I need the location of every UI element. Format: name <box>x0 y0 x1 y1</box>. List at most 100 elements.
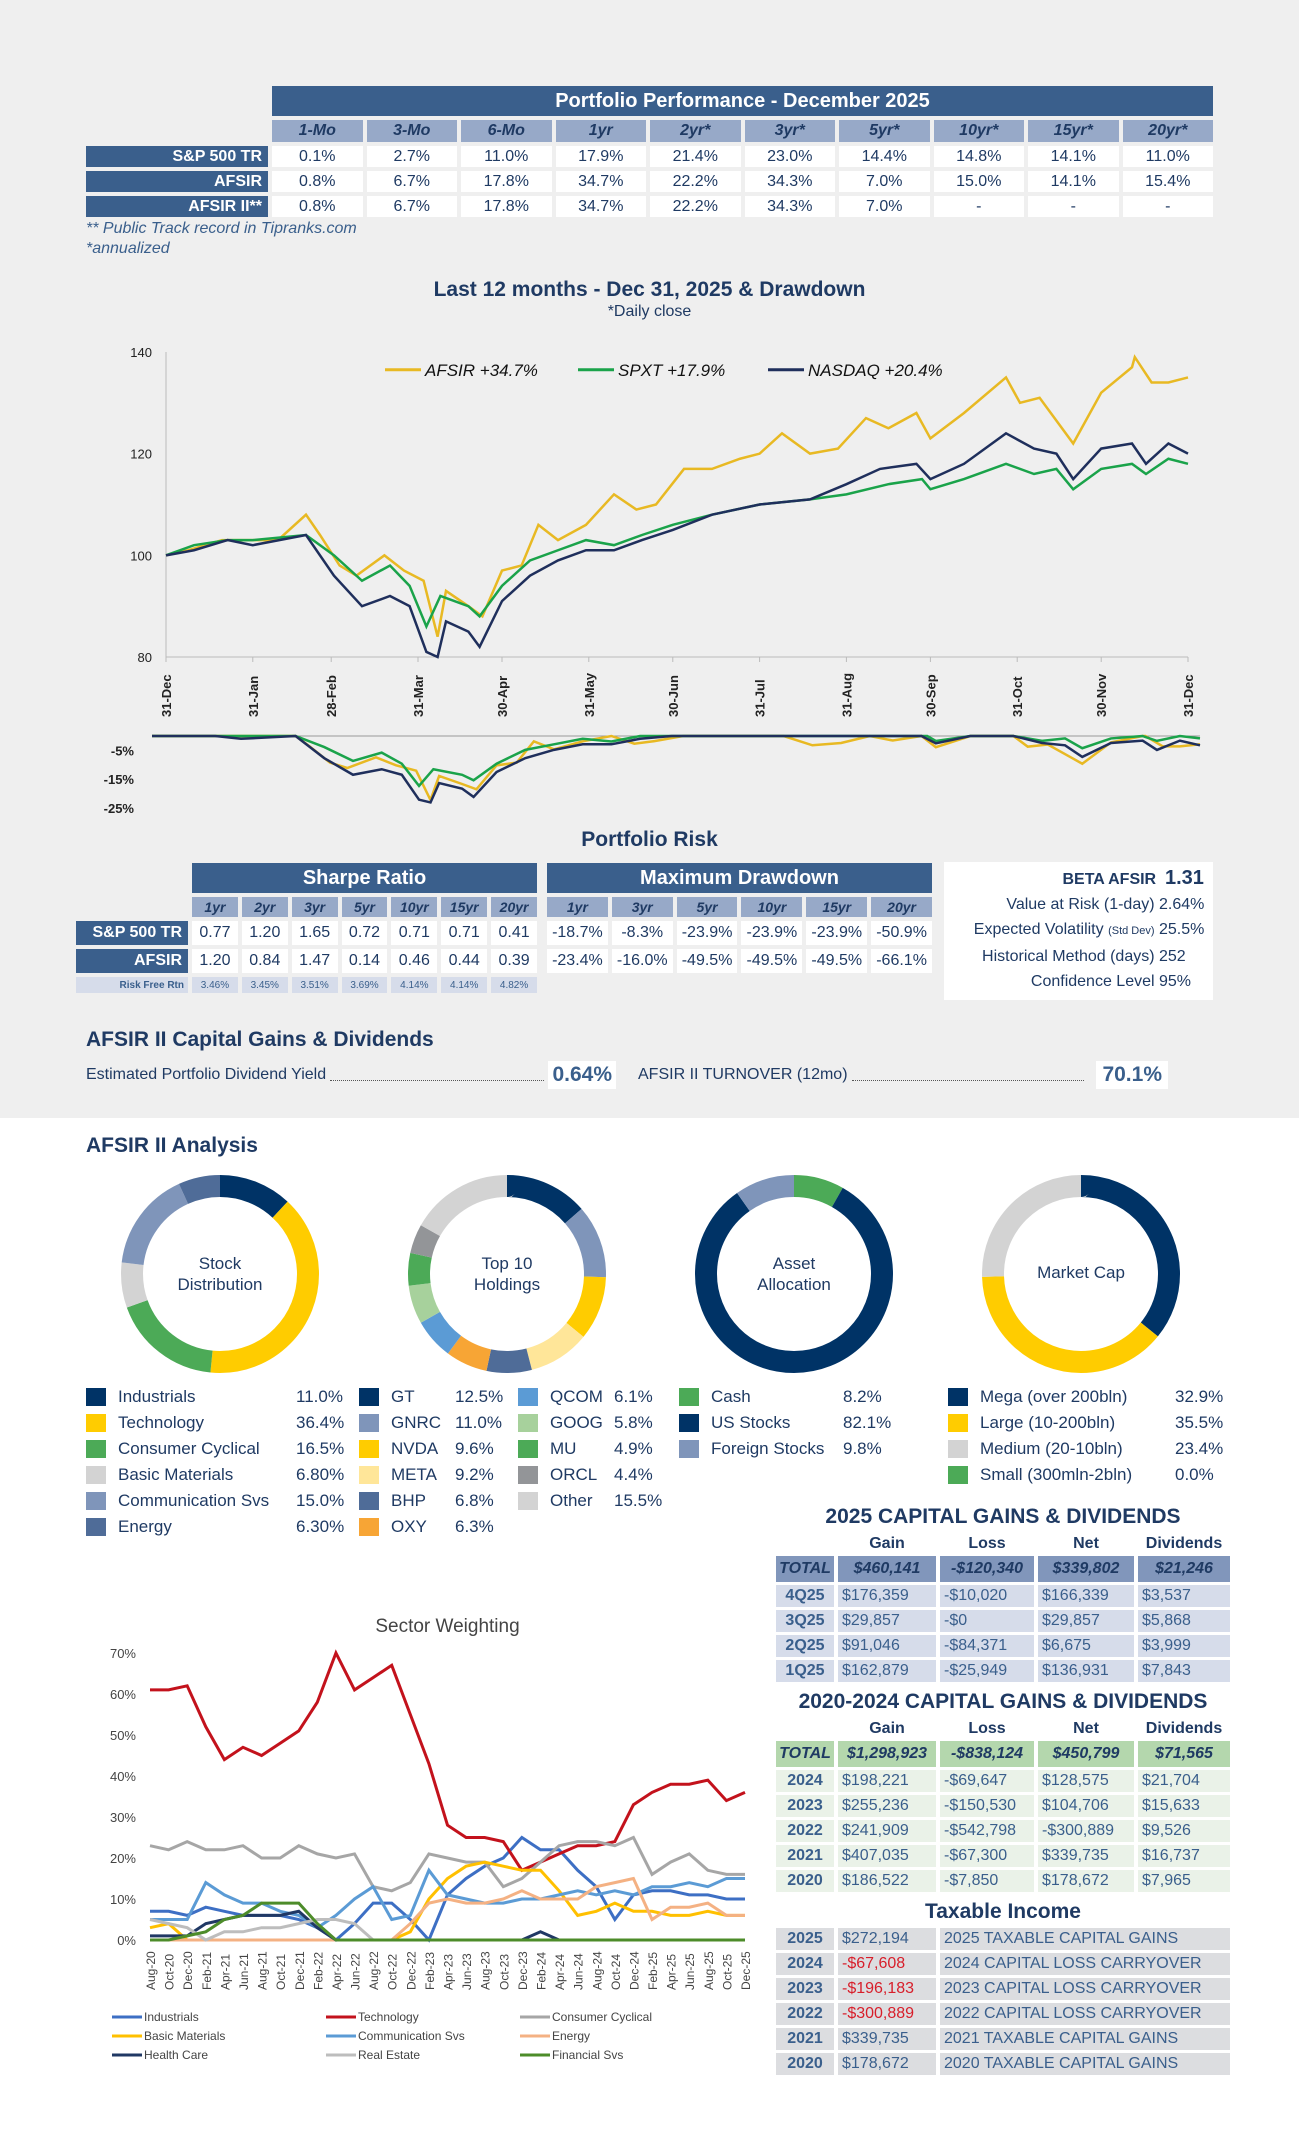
donut-slice <box>121 1175 319 1373</box>
legend-value: 23.4% <box>1175 1439 1224 1458</box>
sector-line-real-estate <box>149 1918 745 1942</box>
sharpe-col-header: 10yr <box>391 897 438 917</box>
series-line-nasdaq <box>165 431 1189 659</box>
legend-item: Medium (20-10bln) 23.4% <box>948 1436 1223 1462</box>
performance-chart: 80 100 120 140 31-Dec 31-Jan 28-Feb 31-Mar 30-Ap… <box>104 345 1201 816</box>
table-cell: -$10,020 <box>940 1585 1034 1607</box>
table-cell: $71,565 <box>1138 1741 1230 1767</box>
sharpe-title: Sharpe Ratio <box>192 863 537 893</box>
sector-line-consumer-cyclical <box>149 1835 745 1893</box>
legend-swatch <box>359 1492 379 1510</box>
table-cell: -$196,183 <box>838 1978 936 2000</box>
taxable-title: Taxable Income <box>924 1900 1081 1923</box>
perf-cell: - <box>1028 196 1119 217</box>
perf-cell: - <box>1122 196 1213 217</box>
x-tick-label: Aug-24 <box>590 1951 604 1990</box>
mdd-cell: -8.3% <box>611 921 673 945</box>
taxable-table: 2025 $272,194 2025 TAXABLE CAPITAL GAINS 20… <box>776 1928 1230 2075</box>
legend-value: 5.8% <box>614 1413 653 1432</box>
legend-label: ORCL <box>550 1465 598 1484</box>
mdd-title: Maximum Drawdown <box>547 863 932 893</box>
y-tick-label: 0% <box>117 1933 136 1948</box>
perf-col-header: 10yr* <box>933 120 1024 142</box>
legend-swatch <box>359 1414 379 1432</box>
sharpe-col-header: 15yr <box>441 897 488 917</box>
table-cell: $5,868 <box>1138 1610 1230 1632</box>
donut-center-label: Stock Distribution <box>150 1253 290 1295</box>
x-tick-label: Feb-24 <box>534 1952 548 1990</box>
perf-cell: 34.7% <box>555 196 646 217</box>
perf-cell: 17.9% <box>555 146 646 167</box>
legend-value: 9.6% <box>455 1439 494 1458</box>
sharpe-cell: 0.14 <box>341 949 388 973</box>
sharpe-cell: 0.41 <box>491 921 537 945</box>
sharpe-cell: 0.84 <box>241 949 288 973</box>
row-label: 2020 <box>776 1870 834 1892</box>
legend-swatch <box>86 1492 106 1510</box>
col-header: Dividends <box>1145 1535 1223 1552</box>
conf-label: Confidence Level <box>1030 973 1155 990</box>
sharpe-cell: 0.39 <box>491 949 537 973</box>
legend-item: NVDA 9.6% <box>359 1436 494 1462</box>
donut-slice <box>121 1175 319 1373</box>
x-tick-label: Jun-23 <box>460 1953 474 1990</box>
legend-label: Large (10-200bln) <box>980 1413 1116 1432</box>
sector-chart-title: Sector Weighting <box>375 1616 519 1637</box>
mdd-cell: -23.9% <box>741 921 803 945</box>
table-cell: $128,575 <box>1038 1770 1134 1792</box>
table-cell: $91,046 <box>838 1635 936 1657</box>
row-label: 2021 <box>776 1845 834 1867</box>
risk-free-cell: 3.46% <box>192 977 238 993</box>
perf-row-label: AFSIR II** <box>86 196 268 217</box>
legend-label: Cash <box>711 1387 751 1406</box>
risk-stats-box: BETA AFSIR 1.31 Value at Risk (1-day) 2.… <box>944 862 1213 1000</box>
hist-value: 252 <box>1159 948 1186 965</box>
dividend-yield-row: Estimated Portfolio Dividend Yield 0.64% <box>86 1060 616 1090</box>
legend-item: BHP 6.8% <box>359 1488 494 1514</box>
risk-free-cell: 4.82% <box>491 977 537 993</box>
x-tick-label: Dec-23 <box>516 1951 530 1990</box>
donut-slice <box>408 1175 606 1373</box>
legend-label: BHP <box>391 1491 426 1510</box>
sector-line-communication-svs <box>150 1867 745 1930</box>
sharpe-cell: 0.72 <box>341 921 388 945</box>
table-cell: 2025 TAXABLE CAPITAL GAINS <box>940 1928 1230 1950</box>
legend-swatch <box>948 1466 968 1484</box>
x-tick-label: Dec-25 <box>739 1951 753 1990</box>
legend-swatch <box>518 1388 538 1406</box>
row-label: TOTAL <box>776 1556 834 1582</box>
table-cell: $9,526 <box>1138 1820 1230 1842</box>
legend-value: 9.8% <box>843 1439 882 1458</box>
x-tick-label: 30-Jun <box>666 675 681 717</box>
legend-label: Energy <box>118 1517 172 1536</box>
table-cell: $407,035 <box>838 1845 936 1867</box>
col-header: Gain <box>869 1535 905 1552</box>
perf-cell: 15.4% <box>1122 171 1213 192</box>
y-tick-label: 20% <box>110 1851 136 1866</box>
sharpe-col-header: 3yr <box>291 897 338 917</box>
perf-cell: 7.0% <box>839 196 930 217</box>
legend-swatch <box>359 1388 379 1406</box>
vol-sublabel: (Std Dev) <box>1108 925 1155 937</box>
x-tick-label: Oct-22 <box>386 1954 400 1990</box>
perf-col-header: 1yr <box>555 120 646 142</box>
footnote-annualized: *annualized <box>86 240 170 257</box>
legend-label: OXY <box>391 1517 427 1536</box>
legend-label: SPXT +17.9% <box>618 361 725 380</box>
x-tick-label: 31-Dec <box>1181 674 1196 717</box>
x-tick-label: Feb-22 <box>311 1952 325 1990</box>
series-line-afsir <box>165 354 1189 637</box>
table-cell: $29,857 <box>1038 1610 1134 1632</box>
x-tick-label: 28-Feb <box>324 675 339 717</box>
legend-swatch <box>359 1466 379 1484</box>
row-label: 2024 <box>776 1770 834 1792</box>
col-header: Gain <box>869 1720 905 1737</box>
table-cell: -$7,850 <box>940 1870 1034 1892</box>
row-label: 2Q25 <box>776 1635 834 1657</box>
conf-value: 95% <box>1159 973 1192 990</box>
table-cell: $16,737 <box>1138 1845 1230 1867</box>
drawdown-tick-label: -25% <box>104 801 135 816</box>
table-cell: $1,298,923 <box>838 1741 936 1767</box>
perf-chart-title: Last 12 months - Dec 31, 2025 & Drawdown <box>433 278 866 301</box>
perf-col-header: 2yr* <box>650 120 741 142</box>
